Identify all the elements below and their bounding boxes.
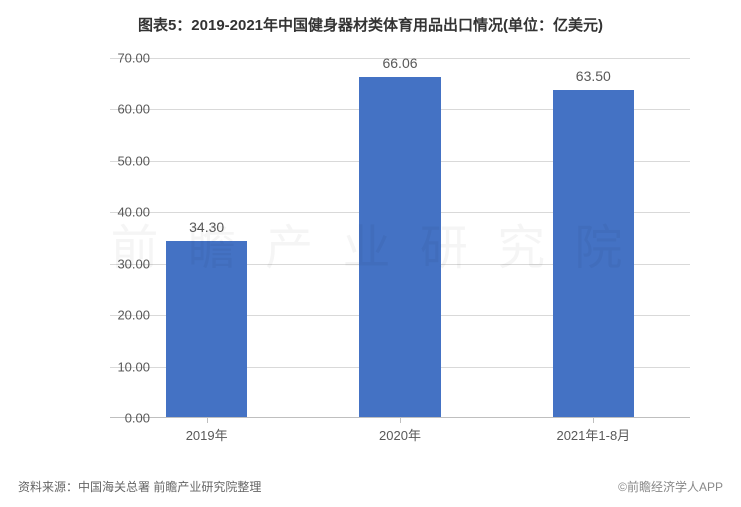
attribution: ©前瞻经济学人APP <box>618 478 723 495</box>
y-tick-label: 50.00 <box>100 153 150 168</box>
x-tick-label: 2021年1-8月 <box>556 425 630 444</box>
bar <box>359 77 440 417</box>
bar-value-label: 34.30 <box>189 219 224 235</box>
x-tick-label: 2019年 <box>186 425 228 444</box>
x-tick <box>400 417 401 423</box>
bar <box>553 90 634 417</box>
x-tick-label: 2020年 <box>379 425 421 444</box>
y-tick-label: 10.00 <box>100 359 150 374</box>
bar-value-label: 63.50 <box>576 68 611 84</box>
source-footer: 资料来源：中国海关总署 前瞻产业研究院整理 <box>18 478 261 495</box>
y-tick-label: 20.00 <box>100 308 150 323</box>
bar <box>166 241 247 417</box>
bar-value-label: 66.06 <box>382 55 417 71</box>
chart-area: 0.00 10.00 20.00 30.00 40.00 50.00 60.00 70.00 3… <box>60 48 700 448</box>
y-tick-label: 40.00 <box>100 205 150 220</box>
x-tick <box>593 417 594 423</box>
y-tick-label: 0.00 <box>100 411 150 426</box>
y-tick-label: 60.00 <box>100 102 150 117</box>
y-tick-label: 30.00 <box>100 256 150 271</box>
x-tick <box>207 417 208 423</box>
chart-title: 图表5：2019-2021年中国健身器材类体育用品出口情况(单位：亿美元) <box>0 0 741 35</box>
plot-area: 0.0010.0020.0030.0040.0050.0060.0070.003… <box>110 58 690 418</box>
y-tick-label: 70.00 <box>100 51 150 66</box>
